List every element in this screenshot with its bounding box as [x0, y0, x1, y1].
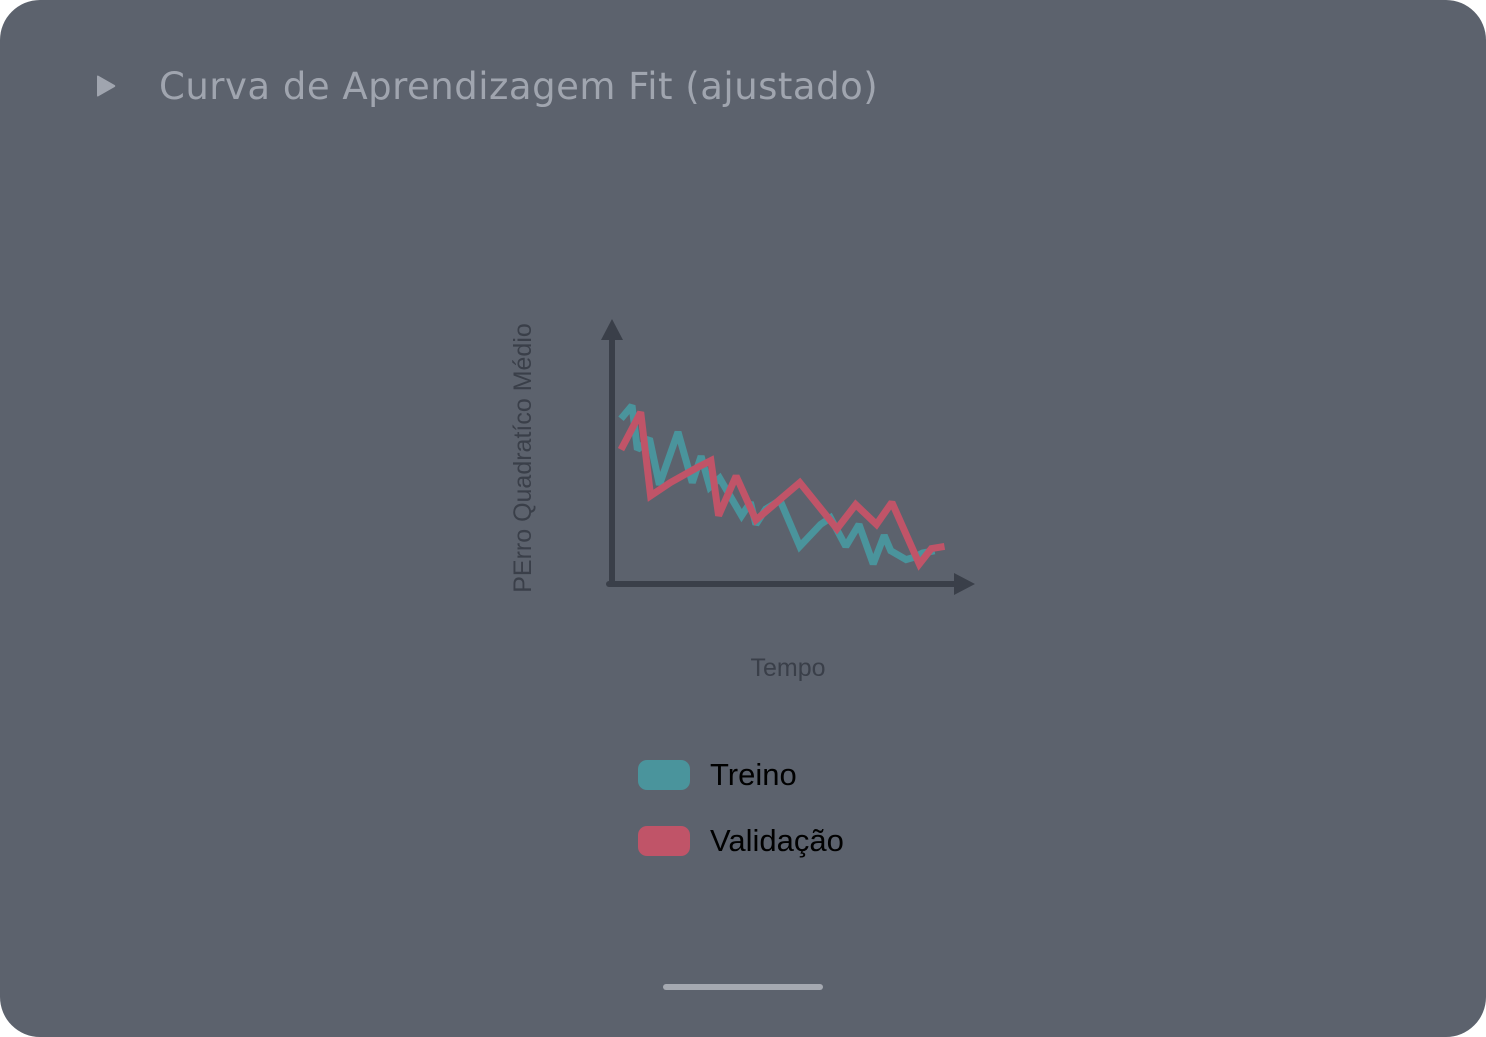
chart-header: Curva de Aprendizagem Fit (ajustado): [95, 60, 878, 112]
y-axis-label: PErro Quadratíco Médio: [509, 323, 537, 593]
y-axis-arrow: [601, 319, 623, 340]
learning-curve-chart: PErro Quadratíco Médio Tempo: [509, 319, 975, 682]
x-axis-arrow: [954, 573, 975, 595]
x-axis-label: Tempo: [750, 654, 825, 682]
series-line-validacao: [617, 410, 946, 571]
legend-label-validacao: Validação: [710, 823, 844, 858]
legend-label-treino: Treino: [710, 757, 797, 792]
home-indicator[interactable]: [663, 984, 823, 990]
legend-item-treino[interactable]: Treino: [638, 752, 844, 798]
series-layer: [617, 403, 946, 571]
chart-legend: Treino Validação: [638, 752, 844, 884]
chart-title: Curva de Aprendizagem Fit (ajustado): [159, 64, 879, 108]
legend-swatch-treino: [638, 760, 690, 790]
legend-item-validacao[interactable]: Validação: [638, 818, 844, 864]
play-triangle-icon[interactable]: [95, 73, 121, 99]
legend-swatch-validacao: [638, 826, 690, 856]
